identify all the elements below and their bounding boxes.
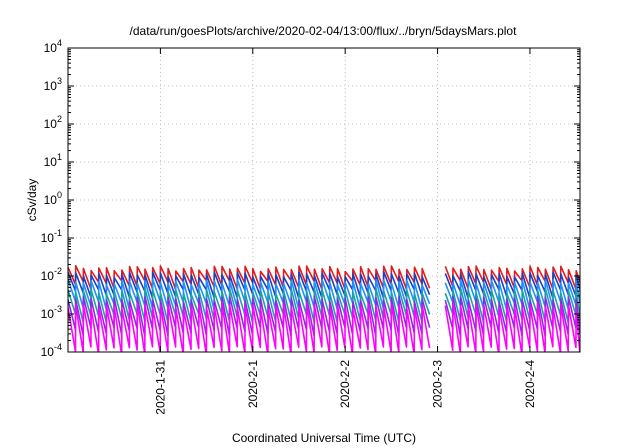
y-axis: 10-4 10-3 10-2 10-1 100 101 102 103 104 bbox=[41, 38, 580, 359]
x-tick-label: 2020-2-4 bbox=[523, 360, 537, 408]
series-layer bbox=[68, 264, 580, 352]
y-tick-label: 101 bbox=[44, 152, 62, 169]
x-axis-label: Coordinated Universal Time (UTC) bbox=[232, 431, 416, 445]
x-tick-label: 2020-1-31 bbox=[153, 360, 167, 415]
x-tick-label: 2020-2-2 bbox=[338, 360, 352, 408]
y-tick-label: 10-1 bbox=[41, 228, 62, 245]
y-tick-label: 102 bbox=[44, 114, 62, 131]
x-tick-label: 2020-2-1 bbox=[246, 360, 260, 408]
y-tick-label: 10-3 bbox=[41, 304, 62, 321]
x-tick-label: 2020-2-3 bbox=[431, 360, 445, 408]
y-tick-label: 10-2 bbox=[41, 266, 62, 283]
series-line bbox=[68, 302, 580, 352]
y-axis-label: cSv/day bbox=[25, 179, 39, 222]
x-axis: 2020-1-31 2020-2-1 2020-2-2 2020-2-3 2020-2-… bbox=[153, 48, 537, 415]
chart-title: /data/run/goesPlots/archive/2020-02-04/1… bbox=[130, 24, 518, 38]
y-tick-label: 100 bbox=[44, 190, 62, 207]
y-tick-label: 104 bbox=[44, 38, 62, 55]
y-tick-label: 10-4 bbox=[41, 342, 62, 359]
y-tick-label: 103 bbox=[44, 76, 62, 93]
